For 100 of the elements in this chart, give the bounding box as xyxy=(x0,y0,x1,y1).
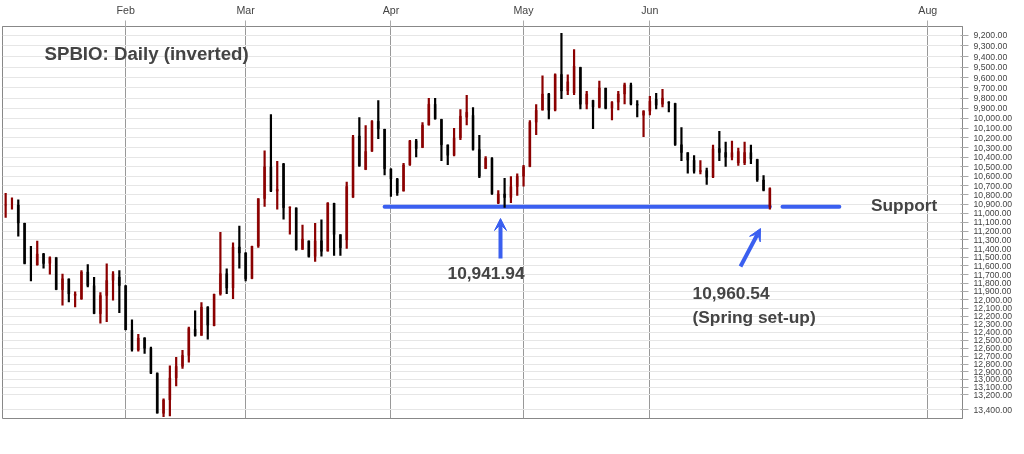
candlestick xyxy=(654,91,658,111)
candlestick xyxy=(730,139,734,162)
candlestick xyxy=(345,180,348,250)
candlestick xyxy=(724,140,727,168)
candlestick xyxy=(749,143,753,166)
y-tick-label: 10,200.00 xyxy=(973,132,1013,143)
x-tick-label: Apr xyxy=(382,3,400,16)
candlestick xyxy=(699,159,702,176)
candlestick xyxy=(174,355,178,388)
candlestick xyxy=(737,146,740,167)
candlestick xyxy=(257,197,260,249)
candlestick xyxy=(111,270,115,302)
y-tick-label: 9,400.00 xyxy=(973,51,1008,62)
candlestick xyxy=(452,127,456,158)
y-tick-label: 10,800.00 xyxy=(973,189,1013,200)
candlestick xyxy=(648,94,652,117)
candlestick xyxy=(29,244,33,283)
candlestick xyxy=(617,89,620,112)
candlestick xyxy=(718,129,721,163)
y-tick-label: 11,300.00 xyxy=(973,234,1012,245)
candlestick xyxy=(711,143,715,180)
candlestick xyxy=(10,196,14,211)
candlestick xyxy=(67,277,71,304)
candlestick xyxy=(244,251,247,283)
y-tick-label: 13,000.00 xyxy=(973,374,1013,385)
candlestick xyxy=(692,154,696,175)
candlestick xyxy=(414,137,418,159)
candlestick xyxy=(105,262,108,324)
y-tick-label: 11,200.00 xyxy=(973,226,1012,237)
candlestick xyxy=(610,100,614,122)
candlestick xyxy=(358,116,361,168)
candlestick xyxy=(187,325,191,364)
candlestick xyxy=(339,233,342,257)
candlestick xyxy=(130,318,134,353)
y-tick-label: 11,400.00 xyxy=(973,243,1012,254)
candlestick xyxy=(585,89,588,111)
candlestick xyxy=(61,272,64,307)
y-tick-label: 9,500.00 xyxy=(973,62,1008,73)
y-tick-label: 13,400.00 xyxy=(973,404,1013,415)
candlestick xyxy=(446,143,449,166)
candlestick xyxy=(17,198,20,238)
y-tick-label: 12,200.00 xyxy=(973,311,1013,322)
y-tick-label: 10,100.00 xyxy=(973,123,1013,134)
y-tick-label: 10,700.00 xyxy=(973,180,1013,191)
y-tick-label: 11,800.00 xyxy=(973,278,1012,289)
candlestick xyxy=(762,174,765,193)
y-tick-label: 10,600.00 xyxy=(973,171,1013,182)
candlestick xyxy=(351,133,355,199)
y-tick-label: 10,000.00 xyxy=(973,113,1013,124)
candlestick xyxy=(282,161,285,221)
candlestick xyxy=(4,191,7,219)
candlestick xyxy=(143,336,146,355)
candlestick xyxy=(604,86,607,111)
candlestick xyxy=(402,161,405,193)
y-tick-label: 11,100.00 xyxy=(973,217,1012,228)
annotation: 10,941.94 xyxy=(447,262,525,283)
y-tick-label: 12,700.00 xyxy=(973,351,1013,362)
candlestick xyxy=(433,97,437,121)
y-tick-label: 12,000.00 xyxy=(973,294,1013,305)
candlestick xyxy=(427,97,431,127)
candlestick xyxy=(80,269,83,301)
candlestick xyxy=(509,175,513,205)
candlestick xyxy=(497,189,500,206)
candlestick xyxy=(560,31,563,101)
candlestick xyxy=(156,371,159,415)
candlestick xyxy=(118,269,121,315)
candlestick xyxy=(503,177,506,209)
candlestick xyxy=(471,106,475,152)
candlestick xyxy=(294,206,298,252)
annotation: 10,960.54 (Spring set-up) xyxy=(692,282,816,327)
candlestick xyxy=(269,113,273,194)
candlestick xyxy=(566,73,569,97)
candlestick xyxy=(200,301,203,337)
y-tick-label: 13,100.00 xyxy=(973,382,1013,393)
candlestick xyxy=(705,166,708,186)
y-tick-label: 9,600.00 xyxy=(973,72,1008,83)
candlestick xyxy=(225,267,228,296)
candlestick xyxy=(370,119,374,153)
candlestick xyxy=(206,305,209,341)
candlestick xyxy=(680,126,683,163)
candlestick xyxy=(326,201,329,253)
candlestick xyxy=(421,121,424,149)
candlestick xyxy=(465,93,468,127)
y-tick-label: 12,100.00 xyxy=(973,303,1013,314)
x-tick-label: Aug xyxy=(918,3,938,16)
candlestick xyxy=(276,159,279,211)
candlestick xyxy=(541,74,544,112)
y-tick-label: 11,900.00 xyxy=(973,286,1012,297)
y-tick-label: 11,600.00 xyxy=(973,261,1012,271)
y-tick-label: 12,300.00 xyxy=(973,319,1013,330)
y-tick-label: 10,900.00 xyxy=(973,199,1013,210)
y-tick-label: 10,400.00 xyxy=(973,152,1013,163)
x-tick-label: May xyxy=(513,3,535,16)
candlestick xyxy=(320,218,323,258)
y-tick-label: 10,300.00 xyxy=(973,142,1013,153)
candlestick xyxy=(36,239,39,267)
y-tick-label: 12,500.00 xyxy=(973,335,1013,346)
candlestick xyxy=(396,177,399,197)
candlestick xyxy=(686,151,689,175)
candlestick xyxy=(231,241,235,301)
